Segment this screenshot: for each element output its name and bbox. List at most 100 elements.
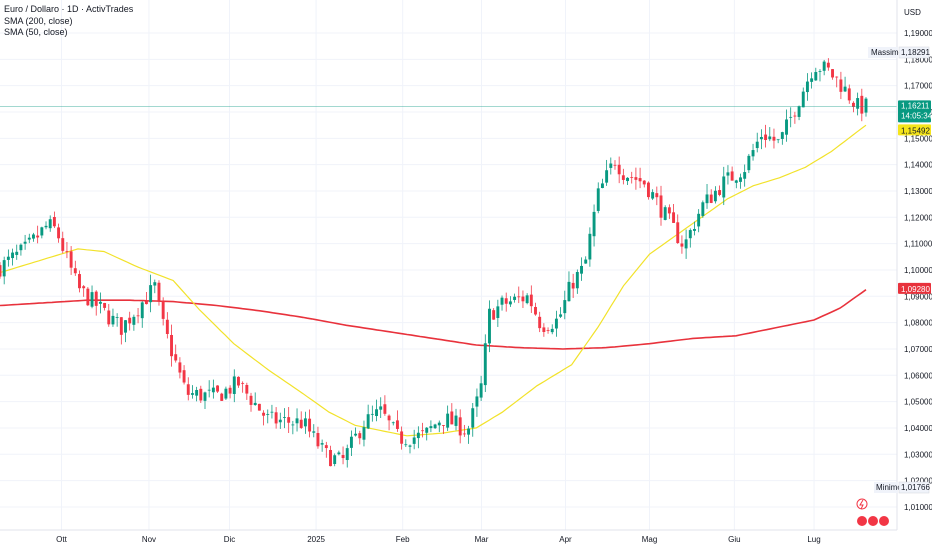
- candle[interactable]: [793, 111, 797, 124]
- candle[interactable]: [303, 411, 307, 434]
- candle[interactable]: [504, 292, 508, 312]
- candle[interactable]: [308, 409, 312, 438]
- candle[interactable]: [182, 365, 186, 385]
- candle[interactable]: [375, 399, 378, 422]
- candle[interactable]: [316, 426, 320, 449]
- candle[interactable]: [739, 173, 742, 189]
- candle[interactable]: [211, 379, 215, 399]
- candle[interactable]: [383, 395, 387, 416]
- candle[interactable]: [262, 410, 266, 426]
- candle[interactable]: [245, 382, 249, 400]
- candle[interactable]: [94, 290, 98, 316]
- candle[interactable]: [780, 131, 784, 145]
- candle[interactable]: [688, 228, 692, 248]
- candle[interactable]: [370, 405, 374, 422]
- candle[interactable]: [768, 127, 772, 142]
- candle[interactable]: [542, 323, 546, 337]
- price-axis[interactable]: 1,190001,180001,170001,160001,150001,140…: [904, 29, 932, 512]
- candle[interactable]: [61, 231, 65, 254]
- candle[interactable]: [772, 128, 776, 149]
- candle[interactable]: [228, 385, 232, 399]
- candle[interactable]: [149, 274, 153, 313]
- candle[interactable]: [705, 183, 709, 209]
- candle[interactable]: [157, 280, 161, 306]
- candle[interactable]: [425, 427, 429, 441]
- candle[interactable]: [27, 233, 31, 244]
- candle[interactable]: [450, 403, 454, 425]
- candle[interactable]: [718, 185, 722, 197]
- candle[interactable]: [513, 293, 517, 303]
- candle[interactable]: [132, 314, 136, 331]
- candle[interactable]: [697, 209, 701, 233]
- candle[interactable]: [237, 376, 240, 388]
- candle[interactable]: [416, 426, 420, 449]
- candle[interactable]: [23, 234, 27, 250]
- candle[interactable]: [538, 311, 542, 333]
- candle[interactable]: [324, 441, 328, 458]
- candle[interactable]: [203, 391, 207, 409]
- candle[interactable]: [165, 312, 169, 339]
- candle[interactable]: [488, 300, 491, 353]
- candle[interactable]: [609, 157, 613, 175]
- candle[interactable]: [103, 302, 107, 311]
- candle[interactable]: [734, 179, 738, 189]
- candle[interactable]: [659, 185, 663, 226]
- candle[interactable]: [843, 76, 847, 93]
- candle[interactable]: [0, 262, 2, 279]
- candle[interactable]: [617, 156, 621, 184]
- candle[interactable]: [433, 423, 437, 429]
- candle[interactable]: [797, 105, 801, 121]
- candle[interactable]: [387, 414, 391, 431]
- candle[interactable]: [429, 420, 433, 433]
- candle[interactable]: [161, 297, 165, 326]
- candle[interactable]: [446, 405, 450, 431]
- candle[interactable]: [408, 444, 412, 454]
- candle[interactable]: [40, 226, 44, 239]
- time-axis[interactable]: Ott Nov Dic 2025 Feb Mar Apr Mag Giu Lug: [56, 535, 821, 544]
- candle[interactable]: [278, 412, 282, 429]
- candle[interactable]: [709, 189, 713, 204]
- candle[interactable]: [864, 97, 868, 117]
- candle[interactable]: [253, 392, 257, 406]
- candle[interactable]: [701, 200, 705, 218]
- candle[interactable]: [492, 308, 496, 320]
- candle[interactable]: [153, 279, 157, 294]
- currency-label[interactable]: USD: [904, 8, 921, 17]
- candle[interactable]: [521, 290, 525, 308]
- sma50-legend[interactable]: SMA (50, close): [4, 27, 68, 37]
- candle[interactable]: [421, 422, 424, 438]
- candle[interactable]: [860, 88, 864, 122]
- candle[interactable]: [580, 257, 583, 281]
- candle[interactable]: [458, 409, 462, 444]
- candle[interactable]: [412, 429, 416, 450]
- candle[interactable]: [283, 408, 286, 429]
- candle[interactable]: [299, 411, 303, 430]
- candle[interactable]: [266, 409, 270, 424]
- candle[interactable]: [312, 424, 316, 438]
- candle[interactable]: [571, 273, 575, 298]
- candle[interactable]: [596, 182, 600, 214]
- candle[interactable]: [358, 430, 362, 445]
- candle[interactable]: [621, 168, 625, 185]
- candle[interactable]: [785, 109, 788, 142]
- candle[interactable]: [404, 439, 408, 448]
- candle[interactable]: [178, 357, 182, 379]
- candle[interactable]: [483, 334, 487, 393]
- candle[interactable]: [337, 450, 341, 456]
- candle[interactable]: [479, 375, 483, 401]
- candle[interactable]: [207, 380, 211, 398]
- candle[interactable]: [626, 177, 629, 185]
- candle[interactable]: [82, 285, 86, 297]
- candle[interactable]: [190, 385, 194, 399]
- candle[interactable]: [366, 404, 370, 430]
- candle[interactable]: [713, 186, 717, 204]
- candle[interactable]: [57, 223, 61, 243]
- candle[interactable]: [559, 307, 563, 319]
- candle[interactable]: [257, 403, 261, 411]
- candle[interactable]: [759, 129, 763, 150]
- candle[interactable]: [722, 166, 726, 206]
- candle[interactable]: [663, 205, 667, 221]
- candle[interactable]: [174, 344, 178, 363]
- candle[interactable]: [241, 381, 245, 393]
